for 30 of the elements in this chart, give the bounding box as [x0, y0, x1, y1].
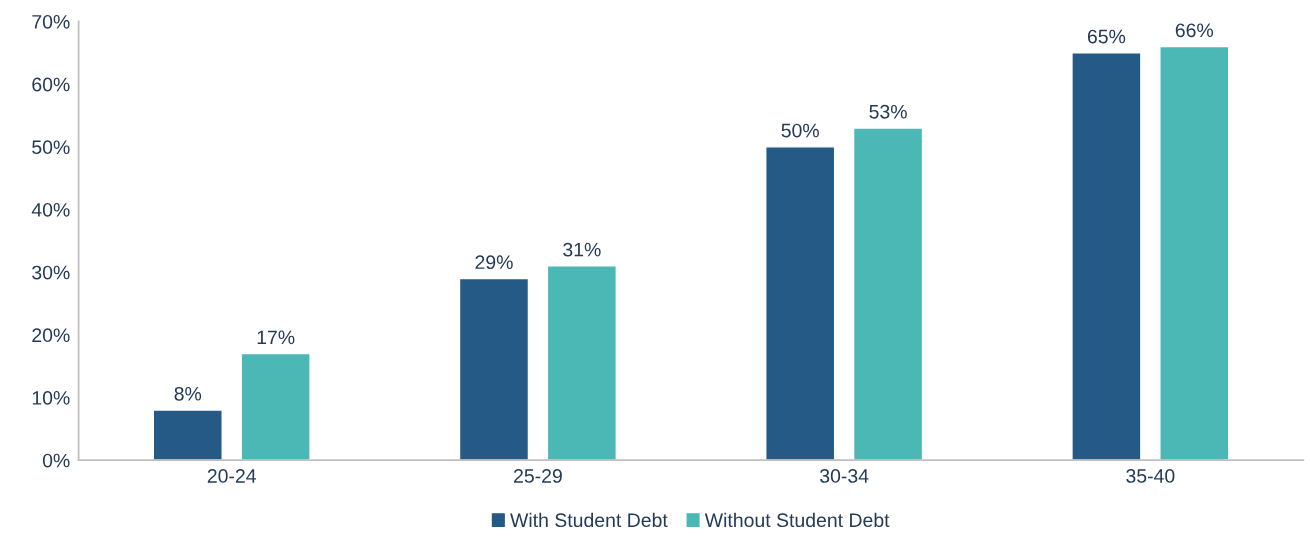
- bar: [852, 127, 924, 461]
- bar: [458, 277, 530, 461]
- bar: [1071, 52, 1142, 461]
- data-label: 29%: [475, 255, 513, 270]
- x-tick-label: 20-24: [207, 469, 257, 483]
- y-tick-label: 0%: [42, 453, 70, 468]
- x-tick-label: 35-40: [1126, 469, 1175, 483]
- bar: [240, 352, 311, 461]
- bar: [1159, 45, 1230, 461]
- data-label: 53%: [869, 104, 907, 119]
- x-tick-label: 25-29: [514, 469, 562, 483]
- y-tick-label: 50%: [32, 140, 70, 155]
- data-label: 31%: [563, 242, 601, 257]
- y-tick-label: 20%: [32, 328, 70, 343]
- data-label: 50%: [781, 123, 819, 138]
- bar: [546, 265, 618, 461]
- data-label: 8%: [174, 386, 202, 401]
- x-tick-label: 30-34: [820, 469, 869, 483]
- y-tick-label: 40%: [31, 202, 70, 217]
- data-label: 65%: [1087, 29, 1126, 44]
- data-label: 66%: [1175, 23, 1214, 38]
- y-tick-label: 60%: [32, 77, 70, 92]
- legend-label: With Student Debt: [510, 512, 668, 528]
- y-tick-label: 70%: [32, 14, 70, 29]
- data-label: 17%: [257, 330, 295, 345]
- y-tick-label: 30%: [32, 265, 70, 280]
- bar: [765, 146, 836, 461]
- bar: [152, 409, 223, 461]
- y-tick-label: 10%: [32, 391, 70, 405]
- legend-label: Without Student Debt: [704, 512, 890, 528]
